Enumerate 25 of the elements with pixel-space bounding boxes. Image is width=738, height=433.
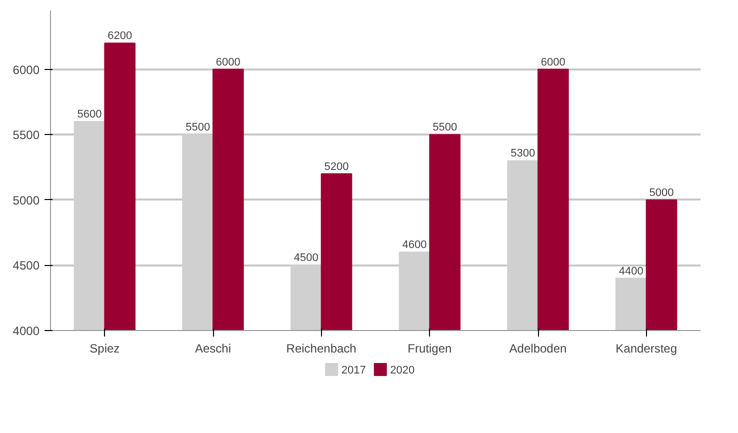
data-label: 6000 — [540, 56, 566, 68]
legend-label: 2020 — [390, 364, 415, 376]
x-tick-label: Kandersteg — [616, 342, 678, 356]
data-label: 5200 — [324, 160, 349, 173]
legend-label: 2017 — [341, 364, 366, 376]
x-tick-label: Adelboden — [509, 342, 567, 356]
y-tick-label: 5000 — [12, 193, 40, 208]
y-tick-label: 5500 — [12, 128, 40, 142]
x-tick-label: Reichenbach — [286, 342, 356, 356]
data-label: 4600 — [402, 239, 427, 252]
data-label: 6000 — [216, 56, 240, 68]
x-tick-label: Frutigen — [408, 342, 452, 356]
data-label: 5500 — [432, 122, 458, 134]
data-label: 6200 — [108, 30, 132, 42]
data-label: 4500 — [294, 252, 318, 264]
data-label: 5000 — [649, 186, 674, 199]
x-tick-label: Spiez — [90, 342, 120, 356]
y-tick-label: 4500 — [12, 258, 40, 273]
x-tick-label: Aeschi — [194, 342, 232, 356]
data-label: 5500 — [186, 122, 210, 134]
y-tick-label: 4000 — [12, 324, 40, 338]
data-label: 5600 — [77, 108, 102, 121]
data-label: 5300 — [510, 148, 536, 160]
data-label: 4400 — [618, 265, 644, 278]
y-tick-label: 6000 — [12, 62, 40, 77]
